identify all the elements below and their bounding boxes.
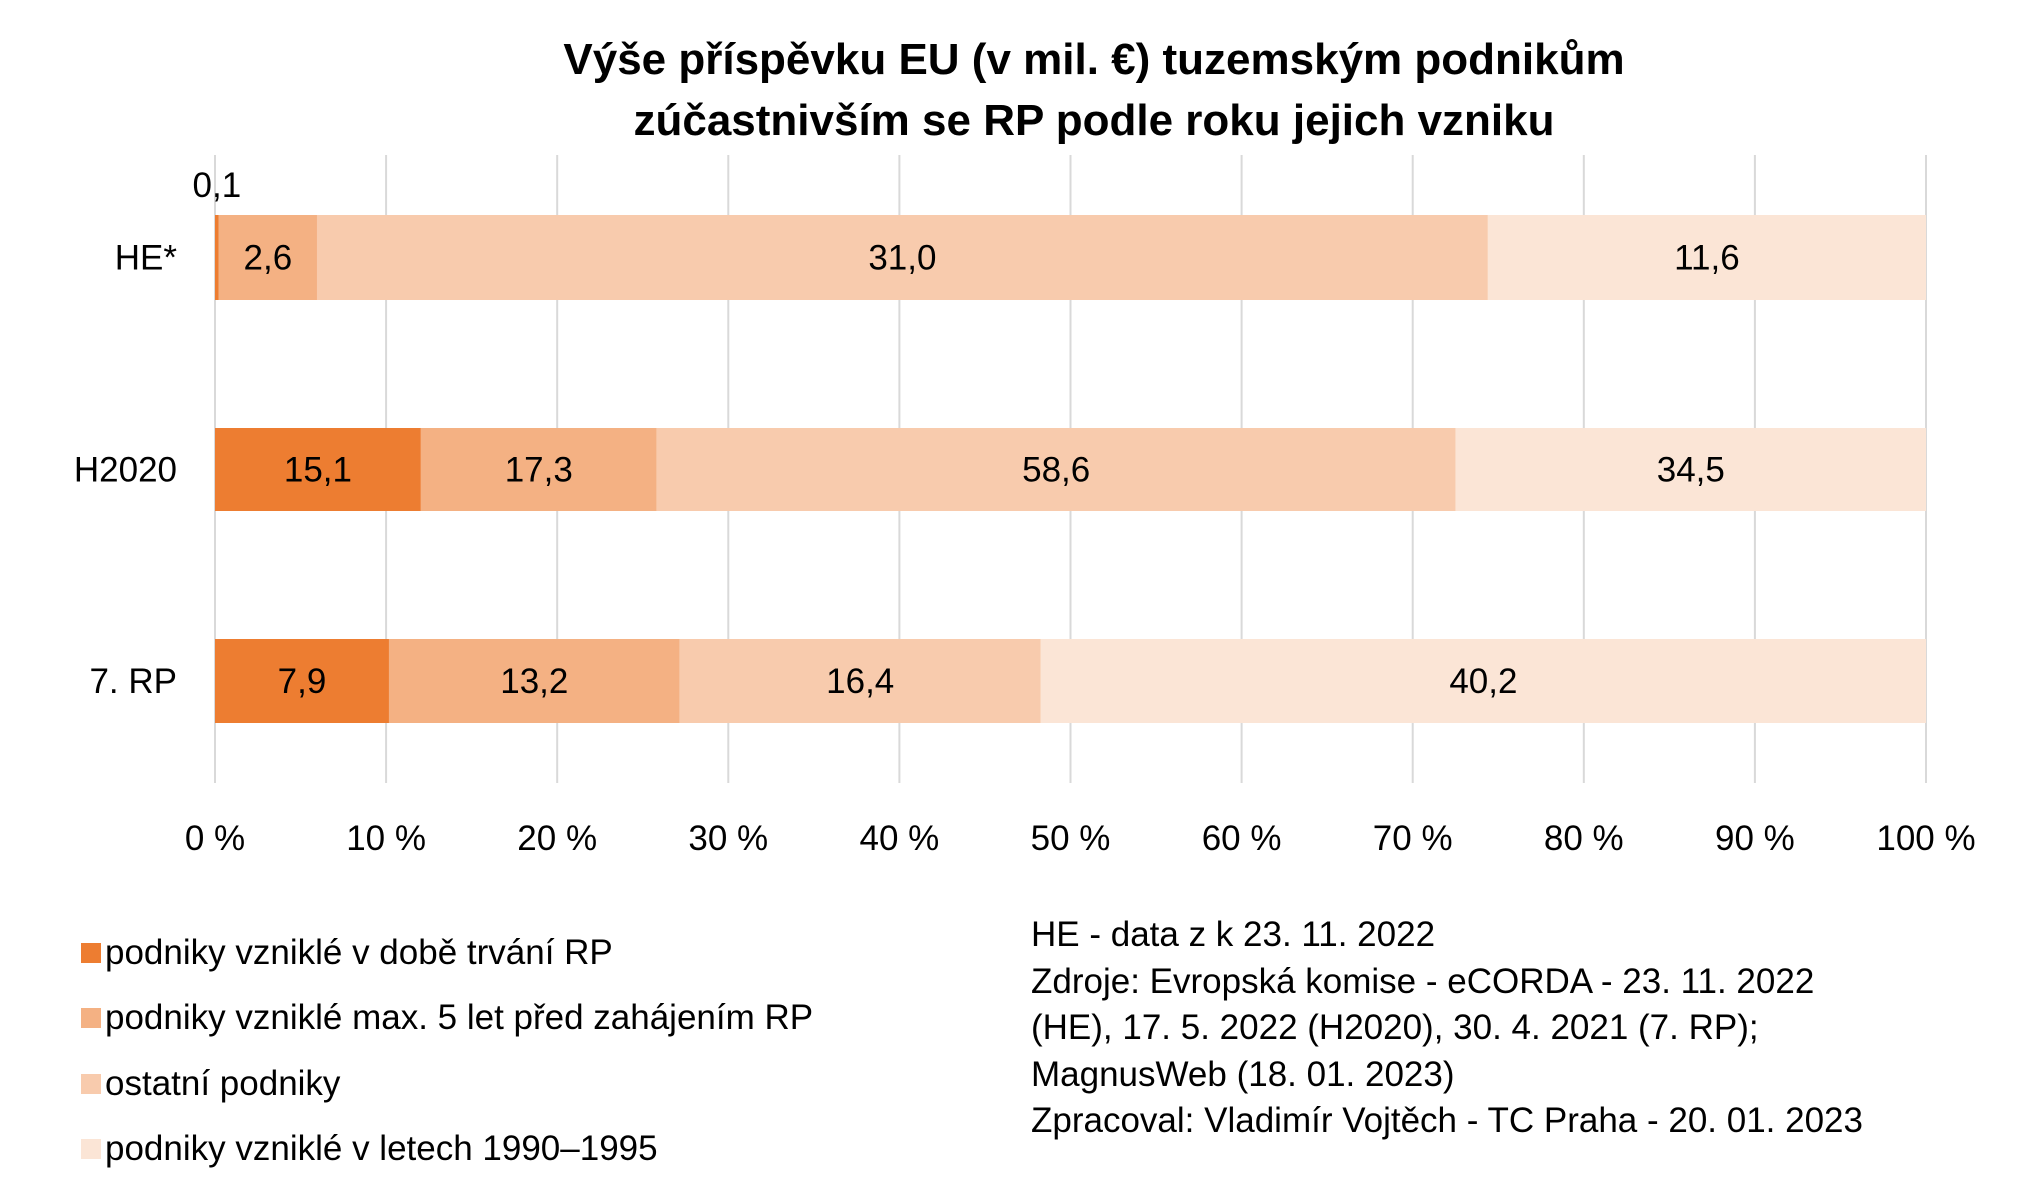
data-label: 31,0 <box>868 239 936 278</box>
legend-item: podniky vzniklé v době trvání RP <box>81 920 813 986</box>
chart-title-line-2: zúčastnivším se RP podle roku jejich vzn… <box>633 96 1554 145</box>
source-notes: HE - data z k 23. 11. 2022 Zdroje: Evrop… <box>1031 912 1863 1145</box>
data-label: 2,6 <box>244 239 293 278</box>
note-line: MagnusWeb (18. 01. 2023) <box>1031 1052 1863 1099</box>
data-label: 16,4 <box>826 662 894 701</box>
legend-label: ostatní podniky <box>105 1064 340 1104</box>
data-label: 7,9 <box>278 662 327 701</box>
note-line: HE - data z k 23. 11. 2022 <box>1031 912 1863 959</box>
data-label: 34,5 <box>1657 451 1725 490</box>
data-label: 11,6 <box>1674 239 1740 278</box>
x-tick-label: 50 % <box>1031 819 1111 858</box>
note-line: Zpracoval: Vladimír Vojtěch - TC Praha -… <box>1031 1098 1863 1145</box>
note-line: (HE), 17. 5. 2022 (H2020), 30. 4. 2021 (… <box>1031 1005 1863 1052</box>
x-tick-label: 20 % <box>517 819 597 858</box>
legend-item: podniky vzniklé max. 5 let před zahájení… <box>81 986 813 1052</box>
data-label: 58,6 <box>1022 451 1090 490</box>
legend-item: podniky vzniklé v letech 1990–1995 <box>81 1117 813 1182</box>
legend: podniky vzniklé v době trvání RP podniky … <box>81 920 813 1182</box>
x-tick-label: 10 % <box>346 819 426 858</box>
legend-swatch <box>81 1139 101 1159</box>
x-tick-label: 100 % <box>1876 819 1975 858</box>
category-label: H2020 <box>74 451 177 490</box>
x-tick-label: 40 % <box>860 819 940 858</box>
x-tick-label: 30 % <box>688 819 768 858</box>
x-tick-label: 80 % <box>1544 819 1624 858</box>
note-line: Zdroje: Evropská komise - eCORDA - 23. 1… <box>1031 959 1863 1006</box>
legend-label: podniky vzniklé max. 5 let před zahájení… <box>105 998 813 1038</box>
legend-swatch <box>81 1074 101 1094</box>
category-label: 7. RP <box>89 662 177 701</box>
x-tick-label: 60 % <box>1202 819 1282 858</box>
chart-title-line-1: Výše příspěvku EU (v mil. €) tuzemským p… <box>563 35 1624 84</box>
data-label: 40,2 <box>1449 662 1517 701</box>
x-tick-label: 0 % <box>185 819 245 858</box>
x-tick-label: 90 % <box>1715 819 1795 858</box>
x-tick-label: 70 % <box>1373 819 1453 858</box>
data-label: 17,3 <box>505 451 573 490</box>
legend-swatch <box>81 1008 101 1028</box>
legend-label: podniky vzniklé v letech 1990–1995 <box>105 1129 658 1169</box>
data-label: 0,1 <box>193 166 242 205</box>
legend-swatch <box>81 943 101 963</box>
legend-item: ostatní podniky <box>81 1051 813 1117</box>
data-label: 13,2 <box>500 662 568 701</box>
bar-segment <box>215 215 219 300</box>
data-label: 15,1 <box>284 451 352 490</box>
legend-label: podniky vzniklé v době trvání RP <box>105 933 613 973</box>
category-label: HE* <box>115 239 178 278</box>
